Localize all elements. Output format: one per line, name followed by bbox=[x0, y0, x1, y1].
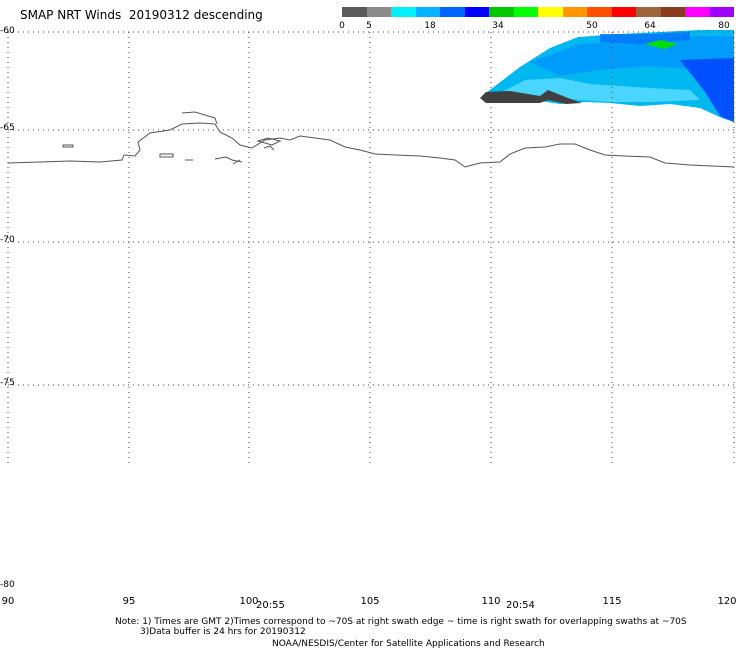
colorbar-segment bbox=[562, 7, 587, 17]
footnote-line: Note: 1) Times are GMT 2)Times correspon… bbox=[115, 617, 687, 627]
latitude-label: -75 bbox=[0, 378, 15, 388]
longitude-label: 95 bbox=[122, 596, 136, 607]
colorbar-tick-label: 18 bbox=[424, 21, 436, 31]
colorbar-segment bbox=[440, 7, 465, 17]
colorbar-segment bbox=[636, 7, 661, 17]
colorbar-segment bbox=[709, 7, 734, 17]
colorbar-segment bbox=[415, 7, 440, 17]
colorbar-segment bbox=[685, 7, 710, 17]
colorbar-tick-label: 80 bbox=[718, 21, 730, 31]
longitude-label: 115 bbox=[602, 596, 622, 607]
colorbar-segment bbox=[660, 7, 685, 17]
colorbar-tick-label: 0 bbox=[339, 21, 345, 31]
longitude-label: 110 bbox=[481, 596, 501, 607]
wind-speed-colorbar bbox=[342, 7, 734, 17]
swath-time-label: 20:54 bbox=[506, 600, 535, 611]
latitude-label: -65 bbox=[0, 123, 15, 133]
wind-swath bbox=[480, 30, 734, 122]
colorbar-segment bbox=[366, 7, 391, 17]
no-data-patch bbox=[480, 90, 582, 104]
coastline bbox=[7, 111, 735, 168]
longitude-label: 100 bbox=[239, 596, 259, 607]
colorbar-tick-label: 64 bbox=[644, 21, 656, 31]
latitude-label: -80 bbox=[0, 580, 15, 590]
footnote: Note: 1) Times are GMT 2)Times correspon… bbox=[115, 617, 687, 637]
grid-lines bbox=[7, 31, 735, 465]
colorbar-segment bbox=[464, 7, 489, 17]
latitude-label: -70 bbox=[0, 235, 15, 245]
colorbar-segment bbox=[587, 7, 612, 17]
high-wind-patch bbox=[645, 40, 678, 49]
longitude-label: 120 bbox=[717, 596, 737, 607]
colorbar-segment bbox=[489, 7, 514, 17]
colorbar-segment bbox=[391, 7, 416, 17]
longitude-label: 90 bbox=[1, 596, 15, 607]
footnote-line: 3)Data buffer is 24 hrs for 20190312 bbox=[140, 627, 306, 637]
colorbar-tick-label: 5 bbox=[366, 21, 372, 31]
credit-line: NOAA/NESDIS/Center for Satellite Applica… bbox=[272, 639, 545, 649]
colorbar-tick-label: 50 bbox=[586, 21, 598, 31]
longitude-label: 105 bbox=[360, 596, 380, 607]
colorbar-segment bbox=[538, 7, 563, 17]
colorbar-tick-label: 34 bbox=[492, 21, 504, 31]
colorbar-segment bbox=[611, 7, 636, 17]
swath-time-label: 20:55 bbox=[256, 600, 285, 611]
colorbar-segment bbox=[513, 7, 538, 17]
colorbar-segment bbox=[342, 7, 367, 17]
latitude-label: -60 bbox=[0, 26, 15, 36]
map-title: SMAP NRT Winds 20190312 descending bbox=[20, 8, 263, 22]
